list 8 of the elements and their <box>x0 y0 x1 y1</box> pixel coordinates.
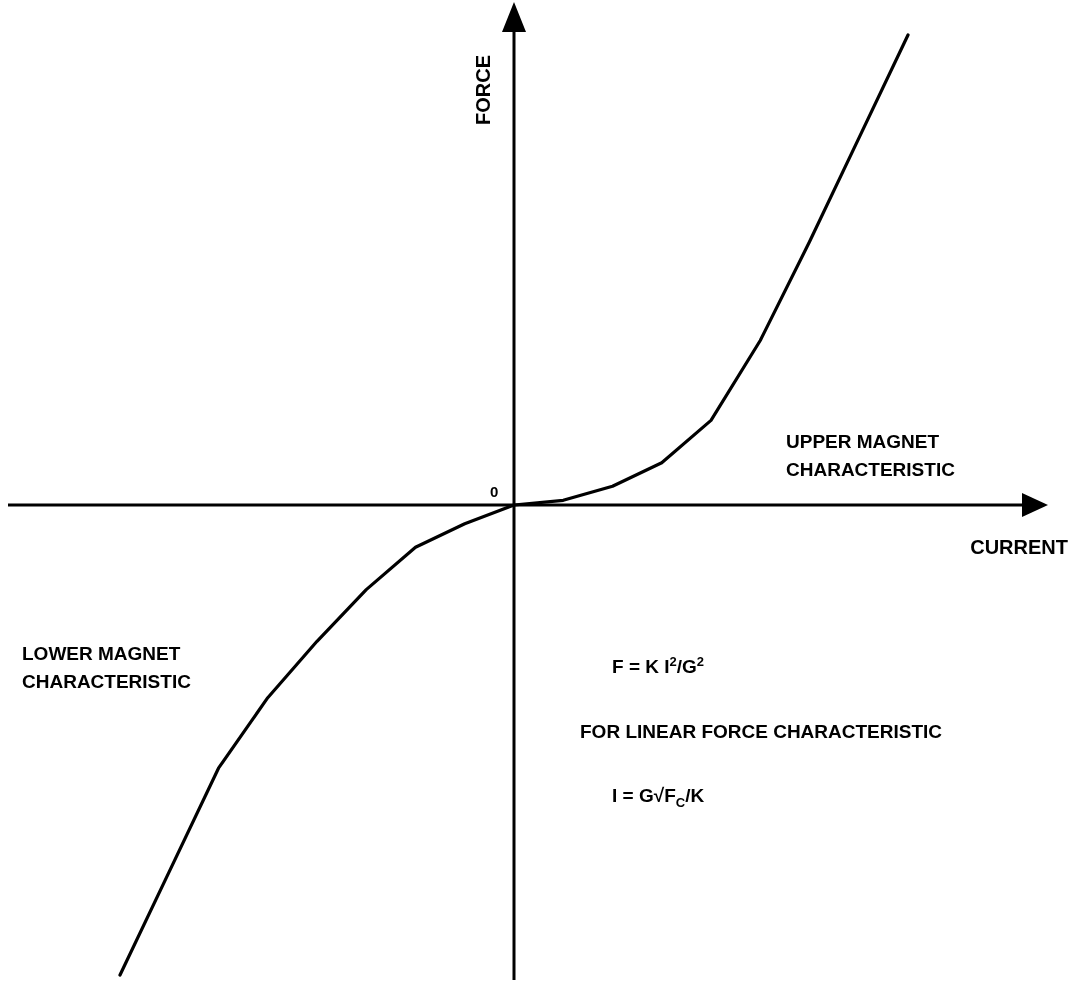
annotation: F = K I$^{2}$/G$^{2}$ <box>612 653 705 680</box>
annotation: LOWER MAGNET CHARACTERISTIC <box>22 642 191 694</box>
annotation: UPPER MAGNET CHARACTERISTIC <box>786 430 955 482</box>
annotation: FOR LINEAR FORCE CHARACTERISTIC <box>580 720 943 744</box>
x-axis-title: CURRENT <box>970 536 1068 558</box>
annotation: I = G√F$_{C}$/K <box>612 784 705 812</box>
annotation: 0 <box>490 482 499 502</box>
y-axis-title: FORCE <box>472 55 494 125</box>
